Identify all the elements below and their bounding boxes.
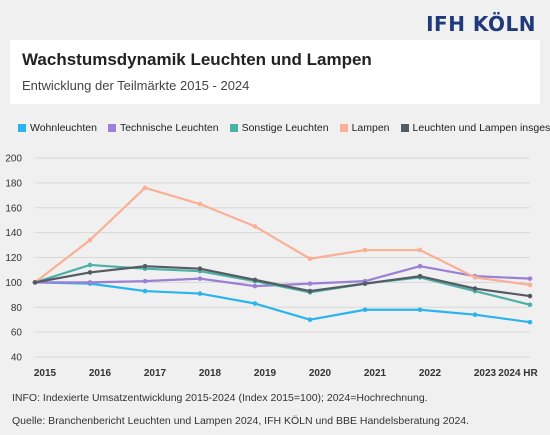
legend-swatch (107, 124, 116, 132)
data-point (527, 282, 533, 288)
data-point (252, 301, 258, 306)
info-note: INFO: Indexierte Umsatzentwicklung 2015-… (12, 392, 428, 404)
chart-subtitle: Entwicklung der Teilmärkte 2015 - 2024 (22, 78, 250, 93)
data-point (527, 319, 533, 325)
data-point (32, 280, 38, 285)
y-tick-label: 180 (5, 178, 22, 189)
legend-swatch (339, 124, 348, 132)
x-tick-label: 2015 (34, 368, 57, 379)
legend-swatch (229, 124, 238, 132)
data-point (142, 278, 148, 284)
x-tick-label: 2023 (474, 368, 497, 379)
data-point (307, 317, 313, 322)
data-point (142, 185, 148, 191)
y-tick-label: 120 (5, 253, 22, 264)
data-point (417, 273, 423, 279)
data-point (87, 280, 93, 285)
legend-item: Wohnleuchten (18, 122, 97, 134)
data-point (417, 307, 423, 313)
x-tick-label: 2020 (309, 368, 332, 379)
data-point (197, 291, 203, 296)
data-point (142, 288, 148, 294)
ifh-koeln-logo: IFH KÖLN (426, 12, 536, 36)
x-tick-label: 2022 (419, 368, 442, 379)
data-point (307, 281, 313, 286)
data-point (87, 270, 93, 275)
data-point (197, 266, 203, 271)
series-line (34, 281, 531, 324)
chart-legend: Wohnleuchten Technische Leuchten Sonstige … (18, 122, 550, 134)
source-note: Quelle: Branchenbericht Leuchten und Lam… (12, 415, 470, 427)
data-point (527, 302, 533, 308)
chart-header: Wachstumsdynamik Leuchten und Lampen Ent… (10, 40, 540, 104)
data-point (307, 288, 313, 294)
data-point (307, 256, 313, 262)
data-point (472, 312, 478, 318)
y-tick-label: 40 (11, 353, 23, 364)
data-point (362, 281, 368, 286)
data-point (142, 263, 148, 269)
y-tick-label: 140 (5, 228, 22, 239)
line-chart: 40 60 80 100 120 140 160 180 200 2015 2016 2017 2018… (5, 154, 538, 380)
data-point (87, 262, 93, 268)
data-point (417, 247, 423, 253)
x-tick-label: 2016 (89, 368, 112, 379)
data-point (197, 201, 203, 207)
legend-label: Leuchten und Lampen insgesamt (412, 122, 550, 134)
data-point (252, 277, 258, 283)
data-point (87, 237, 93, 243)
x-tick-label: 2021 (364, 368, 387, 379)
data-point (252, 283, 258, 289)
legend-label: Wohnleuchten (30, 122, 97, 134)
data-point (197, 276, 203, 281)
x-tick-label: 2017 (144, 368, 167, 379)
legend-label: Lampen (351, 122, 390, 134)
legend-swatch (18, 124, 26, 132)
y-tick-label: 80 (11, 303, 23, 314)
x-tick-label: 2024 HR (498, 368, 538, 379)
legend-label: Sonstige Leuchten (241, 122, 329, 134)
x-tick-label: 2019 (254, 368, 277, 379)
legend-item: Leuchten und Lampen insgesamt (400, 122, 550, 134)
data-point (527, 276, 533, 281)
y-tick-label: 200 (5, 154, 22, 165)
y-tick-label: 100 (5, 278, 22, 289)
legend-item: Technische Leuchten (107, 122, 219, 134)
x-tick-label: 2018 (199, 368, 222, 379)
legend-item: Lampen (339, 122, 390, 134)
legend-label: Technische Leuchten (119, 122, 219, 134)
data-point (527, 293, 533, 299)
data-point (362, 247, 368, 253)
data-point (417, 263, 423, 269)
data-point (362, 307, 368, 313)
y-tick-label: 160 (5, 203, 22, 214)
data-point (472, 286, 478, 291)
legend-swatch (400, 124, 409, 132)
series-line (34, 265, 531, 298)
legend-item: Sonstige Leuchten (229, 122, 329, 134)
y-tick-label: 60 (11, 328, 23, 339)
data-point (472, 275, 478, 280)
chart-title: Wachstumsdynamik Leuchten und Lampen (22, 50, 372, 69)
data-point (252, 224, 258, 229)
series-line (34, 263, 531, 306)
series-line (34, 186, 531, 286)
